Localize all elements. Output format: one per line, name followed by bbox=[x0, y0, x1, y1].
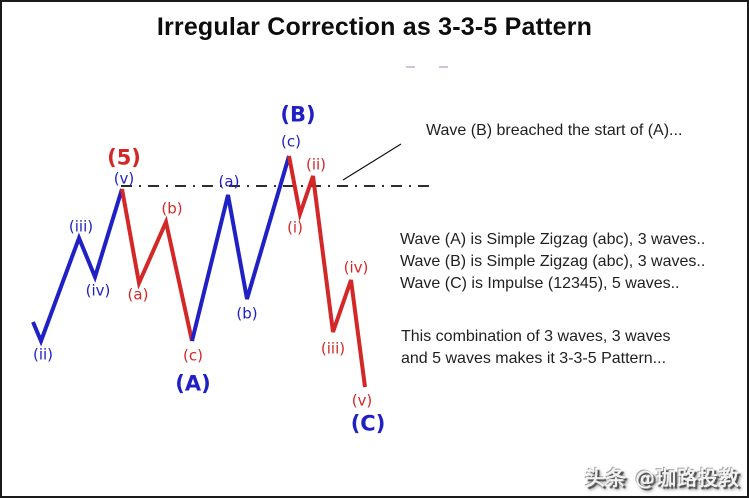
wave-c-note: Wave (C) is Impulse (12345), 5 waves.. bbox=[400, 275, 680, 292]
breach-note: Wave (B) breached the start of (A)... bbox=[426, 122, 683, 139]
annotation-pointer-line bbox=[342, 143, 402, 181]
wave-label-A: (A) bbox=[175, 371, 211, 396]
page-title: Irregular Correction as 3-3-5 Pattern bbox=[156, 13, 593, 41]
wave-label-b-red: (b) bbox=[161, 199, 183, 218]
combination-note-line1: This combination of 3 waves, 3 waves bbox=[401, 328, 671, 345]
prior-impulse-line bbox=[31, 188, 124, 347]
wave-label-i-red: (i) bbox=[287, 218, 303, 237]
wave-label-v-blue: (v) bbox=[113, 169, 135, 188]
wave-label-ii-blue: (ii) bbox=[32, 345, 54, 364]
wave-label-c-blue: (c) bbox=[281, 132, 301, 151]
wave-label-iii-red: (iii) bbox=[320, 339, 346, 358]
wave-label-iii-blue: (iii) bbox=[68, 217, 94, 236]
combination-note: This combination of 3 waves, 3 waves and… bbox=[401, 326, 670, 370]
wave-label-iv-red: (iv) bbox=[343, 258, 369, 277]
wave-label-ii-red: (ii) bbox=[305, 155, 327, 174]
wave-a-note: Wave (A) is Simple Zigzag (abc), 3 waves… bbox=[400, 231, 706, 248]
wave-label-c-red: (c) bbox=[183, 346, 203, 365]
combination-note-line2: and 5 waves makes it 3-3-5 Pattern... bbox=[401, 350, 667, 367]
wave-structure-notes: Wave (A) is Simple Zigzag (abc), 3 waves… bbox=[400, 229, 705, 295]
watermark-text: 头条 @珈路投教 bbox=[585, 466, 740, 490]
wave-b-zigzag-line bbox=[190, 155, 291, 342]
faint-artifact bbox=[439, 66, 448, 68]
wave-label-C: (C) bbox=[350, 411, 386, 436]
wave-label-b-blue: (b) bbox=[236, 304, 258, 323]
wave-label-a-red: (a) bbox=[127, 285, 149, 304]
wave-label-B: (B) bbox=[280, 102, 316, 127]
wave-label-v-red: (v) bbox=[351, 391, 373, 410]
wave-label-a-blue: (a) bbox=[218, 172, 240, 191]
wave-a-zigzag-line bbox=[120, 188, 194, 342]
faint-artifact bbox=[406, 66, 415, 68]
wave-b-note: Wave (B) is Simple Zigzag (abc), 3 waves… bbox=[400, 253, 706, 270]
wave-c-impulse-line bbox=[287, 155, 367, 388]
wave-label-iv-blue: (iv) bbox=[85, 281, 111, 300]
wave-label-5: (5) bbox=[107, 145, 141, 170]
